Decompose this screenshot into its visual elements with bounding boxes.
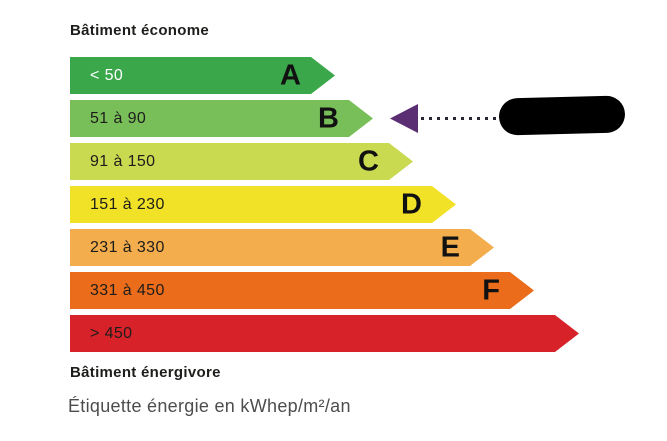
- energy-class-bar: > 450: [70, 315, 579, 352]
- energy-class-range: < 50: [90, 66, 124, 84]
- energy-class-range: 231 à 330: [90, 238, 165, 256]
- energy-class-row: 151 à 230 D: [70, 186, 579, 223]
- energy-class-bar: 231 à 330 E: [70, 229, 494, 266]
- energy-class-row: < 50 A: [70, 57, 579, 94]
- energy-class-bar: 51 à 90 B: [70, 100, 373, 137]
- energy-label-caption: Étiquette énergie en kWhep/m²/an: [68, 396, 351, 416]
- energy-class-row: > 450: [70, 315, 579, 352]
- energy-class-range: 91 à 150: [90, 152, 156, 170]
- energy-scale: < 50 A 51 à 90 B 91 à 150 C 151 à 230 D …: [70, 57, 579, 358]
- energy-class-letter: F: [482, 274, 500, 306]
- energy-class-range: > 450: [90, 324, 133, 342]
- energy-class-bar: 331 à 450 F: [70, 272, 534, 309]
- energy-class-row: 231 à 330 E: [70, 229, 579, 266]
- energy-class-letter: C: [358, 145, 379, 177]
- energy-class-bar: 91 à 150 C: [70, 143, 413, 180]
- energy-class-letter: A: [280, 59, 301, 91]
- energy-class-letter: B: [318, 102, 339, 134]
- scale-bottom-label: Bâtiment énergivore: [70, 364, 221, 381]
- scale-top-label: Bâtiment économe: [70, 22, 209, 39]
- energy-class-letter: D: [401, 188, 422, 220]
- energy-class-row: 51 à 90 B: [70, 100, 579, 137]
- energy-class-letter: E: [440, 231, 460, 263]
- energy-class-row: 91 à 150 C: [70, 143, 579, 180]
- energy-class-bar: 151 à 230 D: [70, 186, 456, 223]
- energy-class-range: 331 à 450: [90, 281, 165, 299]
- energy-class-bar: < 50 A: [70, 57, 335, 94]
- indicator-dotted-line: [421, 117, 499, 120]
- energy-class-range: 151 à 230: [90, 195, 165, 213]
- redacted-value-blob: [498, 95, 626, 136]
- energy-class-row: 331 à 450 F: [70, 272, 579, 309]
- energy-class-range: 51 à 90: [90, 109, 147, 127]
